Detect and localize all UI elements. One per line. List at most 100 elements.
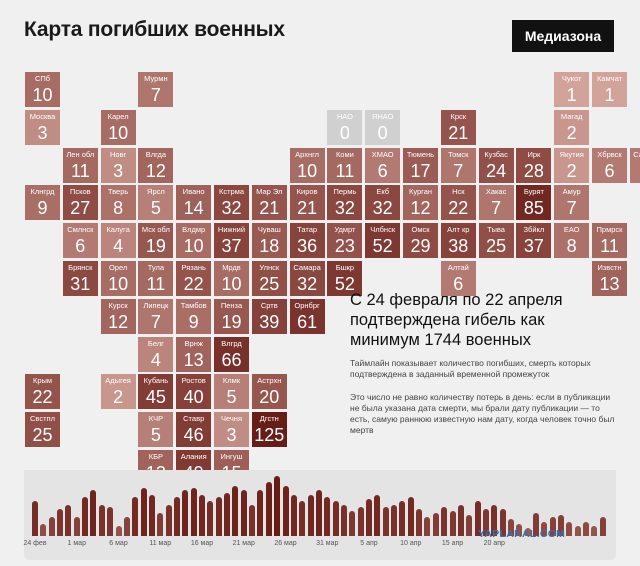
timeline-bar[interactable] xyxy=(315,490,322,536)
region-tile[interactable]: Мурмн 7 xyxy=(138,72,174,107)
timeline-bar[interactable] xyxy=(173,497,180,536)
timeline-bar[interactable] xyxy=(491,505,498,536)
region-tile[interactable]: Члбнск 52 xyxy=(365,223,401,259)
region-tile[interactable]: Карел 10 xyxy=(100,109,136,145)
region-tile[interactable]: Сртв 39 xyxy=(251,298,287,334)
timeline-bar[interactable] xyxy=(516,524,523,536)
region-tile[interactable]: Удмрт 23 xyxy=(327,223,363,259)
timeline-bar[interactable] xyxy=(357,507,364,536)
timeline-bar[interactable] xyxy=(140,488,147,536)
region-tile[interactable]: ЕАО 8 xyxy=(554,223,590,259)
region-tile[interactable]: Врнж 13 xyxy=(176,336,212,372)
region-tile[interactable]: Влгда 12 xyxy=(138,147,174,183)
timeline-bar[interactable] xyxy=(240,490,247,536)
timeline-bar[interactable] xyxy=(382,507,389,536)
region-tile[interactable]: Екб 32 xyxy=(365,185,401,221)
region-tile[interactable]: Клнгрд 9 xyxy=(25,185,60,221)
timeline-bar[interactable] xyxy=(449,511,456,536)
region-tile[interactable]: Москва 3 xyxy=(25,109,60,145)
timeline-bar[interactable] xyxy=(32,501,38,536)
timeline-bar[interactable] xyxy=(182,490,189,536)
timeline-bar[interactable] xyxy=(249,505,256,536)
timeline-bar[interactable] xyxy=(583,522,590,536)
timeline-bar[interactable] xyxy=(391,505,398,536)
region-tile[interactable]: Астрхн 20 xyxy=(251,374,287,410)
region-tile[interactable]: Коми 11 xyxy=(327,147,363,183)
region-tile[interactable]: Прмрск 11 xyxy=(592,223,627,259)
region-tile[interactable]: Чечня 3 xyxy=(214,412,249,448)
timeline-bar[interactable] xyxy=(165,505,172,536)
timeline-bar[interactable] xyxy=(48,517,55,536)
timeline-bar[interactable] xyxy=(207,501,214,536)
timeline-bar[interactable] xyxy=(340,505,347,536)
timeline-bar[interactable] xyxy=(148,495,155,536)
region-tile[interactable]: Архнгл 10 xyxy=(289,147,325,183)
region-tile[interactable]: Курган 12 xyxy=(403,185,438,221)
timeline-bar[interactable] xyxy=(599,517,606,536)
region-tile[interactable]: Калуга 4 xyxy=(100,223,136,259)
region-tile[interactable]: СПб 10 xyxy=(25,72,60,107)
timeline-bar[interactable] xyxy=(441,507,448,536)
region-tile[interactable]: КЧР 5 xyxy=(138,412,174,448)
region-tile[interactable]: Влдмр 10 xyxy=(176,223,212,259)
region-tile[interactable]: Липецк 7 xyxy=(138,298,174,334)
region-tile[interactable]: Кубань 45 xyxy=(138,374,174,410)
timeline-bar[interactable] xyxy=(132,497,139,536)
timeline-bar[interactable] xyxy=(566,522,573,536)
region-tile[interactable]: Чукот 1 xyxy=(554,72,590,107)
region-tile[interactable]: Белг 4 xyxy=(138,336,174,372)
timeline-bar[interactable] xyxy=(299,501,306,536)
timeline-bar[interactable] xyxy=(558,515,565,536)
timeline-bar[interactable] xyxy=(65,505,72,536)
region-tile[interactable]: Бшкр 52 xyxy=(327,261,363,296)
region-tile[interactable]: Влгрд 66 xyxy=(214,336,249,372)
region-tile[interactable]: Бурят 85 xyxy=(516,185,552,221)
region-tile[interactable]: Якутия 2 xyxy=(554,147,590,183)
region-tile[interactable]: Збйкл 37 xyxy=(516,223,552,259)
timeline-bar[interactable] xyxy=(457,505,464,536)
timeline-bar[interactable] xyxy=(232,486,239,536)
timeline-bar[interactable] xyxy=(157,513,164,536)
region-tile[interactable]: Магад 2 xyxy=(554,109,590,145)
region-tile[interactable]: Псков 27 xyxy=(62,185,98,221)
region-tile[interactable]: Адыгея 2 xyxy=(100,374,136,410)
timeline-bar[interactable] xyxy=(533,513,539,536)
region-tile[interactable]: ХМАО 6 xyxy=(365,147,401,183)
timeline-bar[interactable] xyxy=(574,526,581,536)
timeline-bar[interactable] xyxy=(199,495,205,536)
timeline-bar[interactable] xyxy=(107,507,114,536)
region-tile[interactable]: Тюмень 17 xyxy=(403,147,438,183)
timeline-bar[interactable] xyxy=(257,490,264,536)
region-tile[interactable]: Мар Эл 21 xyxy=(251,185,287,221)
region-tile[interactable]: Тыва 25 xyxy=(478,223,514,259)
timeline-bar[interactable] xyxy=(90,490,97,536)
region-tile[interactable]: Киров 21 xyxy=(289,185,325,221)
mediazona-logo[interactable]: Медиазона xyxy=(512,20,614,52)
region-tile[interactable]: Ростов 40 xyxy=(176,374,212,410)
region-tile[interactable]: Крым 22 xyxy=(25,374,60,410)
timeline-bar[interactable] xyxy=(324,497,331,536)
timeline-bar[interactable] xyxy=(274,476,281,536)
region-tile[interactable]: Свстпл 25 xyxy=(25,412,60,448)
region-tile[interactable]: Ставр 46 xyxy=(176,412,212,448)
timeline-bar[interactable] xyxy=(374,495,381,536)
timeline-bar[interactable] xyxy=(307,495,314,536)
region-tile[interactable]: Кузбас 24 xyxy=(478,147,514,183)
timeline-bar[interactable] xyxy=(366,499,372,536)
region-tile[interactable]: Ирк 28 xyxy=(516,147,552,183)
region-tile[interactable]: Дгстн 125 xyxy=(251,412,287,448)
timeline-bar[interactable] xyxy=(466,515,473,536)
timeline-bar[interactable] xyxy=(399,501,406,536)
timeline-bar[interactable] xyxy=(482,509,489,536)
timeline-bar[interactable] xyxy=(40,524,47,536)
timeline-bar[interactable] xyxy=(282,486,289,536)
timeline-bar[interactable] xyxy=(265,482,272,536)
region-tile[interactable]: Кстрма 32 xyxy=(214,185,249,221)
region-tile[interactable]: Улнск 25 xyxy=(251,261,287,296)
timeline-bar[interactable] xyxy=(224,493,231,536)
region-tile[interactable]: Алт кр 38 xyxy=(440,223,476,259)
region-tile[interactable]: Омск 29 xyxy=(403,223,438,259)
timeline-bar[interactable] xyxy=(82,497,89,536)
region-tile[interactable]: Ярсл 5 xyxy=(138,185,174,221)
region-tile[interactable]: Татар 36 xyxy=(289,223,325,259)
